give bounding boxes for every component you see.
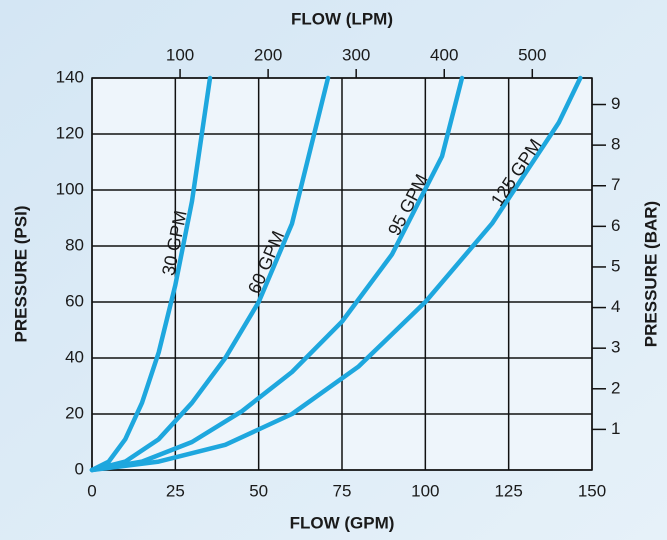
y-tick-label: 80 xyxy=(65,235,84,254)
x-tick-label: 50 xyxy=(249,481,268,500)
top-axis-title: FLOW (LPM) xyxy=(291,9,393,28)
top-tick-label: 500 xyxy=(518,45,546,64)
y-tick-label: 140 xyxy=(56,67,84,86)
right-tick-label: 3 xyxy=(611,338,620,357)
x-axis-title: FLOW (GPM) xyxy=(290,513,395,532)
x-tick-label: 150 xyxy=(578,481,606,500)
y-tick-label: 0 xyxy=(75,459,84,478)
right-tick-label: 7 xyxy=(611,175,620,194)
right-tick-label: 4 xyxy=(611,297,620,316)
y-tick-label: 60 xyxy=(65,291,84,310)
x-tick-label: 75 xyxy=(333,481,352,500)
top-tick-label: 200 xyxy=(254,45,282,64)
right-tick-label: 8 xyxy=(611,135,620,154)
right-axis-title: PRESSURE (BAR) xyxy=(641,201,660,347)
chart: FLOW (LPM) FLOW (GPM) PRESSURE (PSI) PRE… xyxy=(0,0,667,540)
x-tick-label: 0 xyxy=(87,481,96,500)
right-tick-label: 6 xyxy=(611,216,620,235)
y-axis-title: PRESSURE (PSI) xyxy=(11,206,30,343)
x-tick-label: 25 xyxy=(166,481,185,500)
right-tick-label: 9 xyxy=(611,94,620,113)
y-tick-label: 40 xyxy=(65,347,84,366)
y-tick-label: 120 xyxy=(56,123,84,142)
y-tick-label: 20 xyxy=(65,403,84,422)
top-tick-label: 400 xyxy=(430,45,458,64)
top-tick-label: 100 xyxy=(166,45,194,64)
y-tick-label: 100 xyxy=(56,179,84,198)
x-tick-label: 125 xyxy=(494,481,522,500)
x-tick-label: 100 xyxy=(411,481,439,500)
top-tick-label: 300 xyxy=(342,45,370,64)
right-tick-label: 2 xyxy=(611,378,620,397)
right-tick-label: 1 xyxy=(611,419,620,438)
right-tick-label: 5 xyxy=(611,256,620,275)
